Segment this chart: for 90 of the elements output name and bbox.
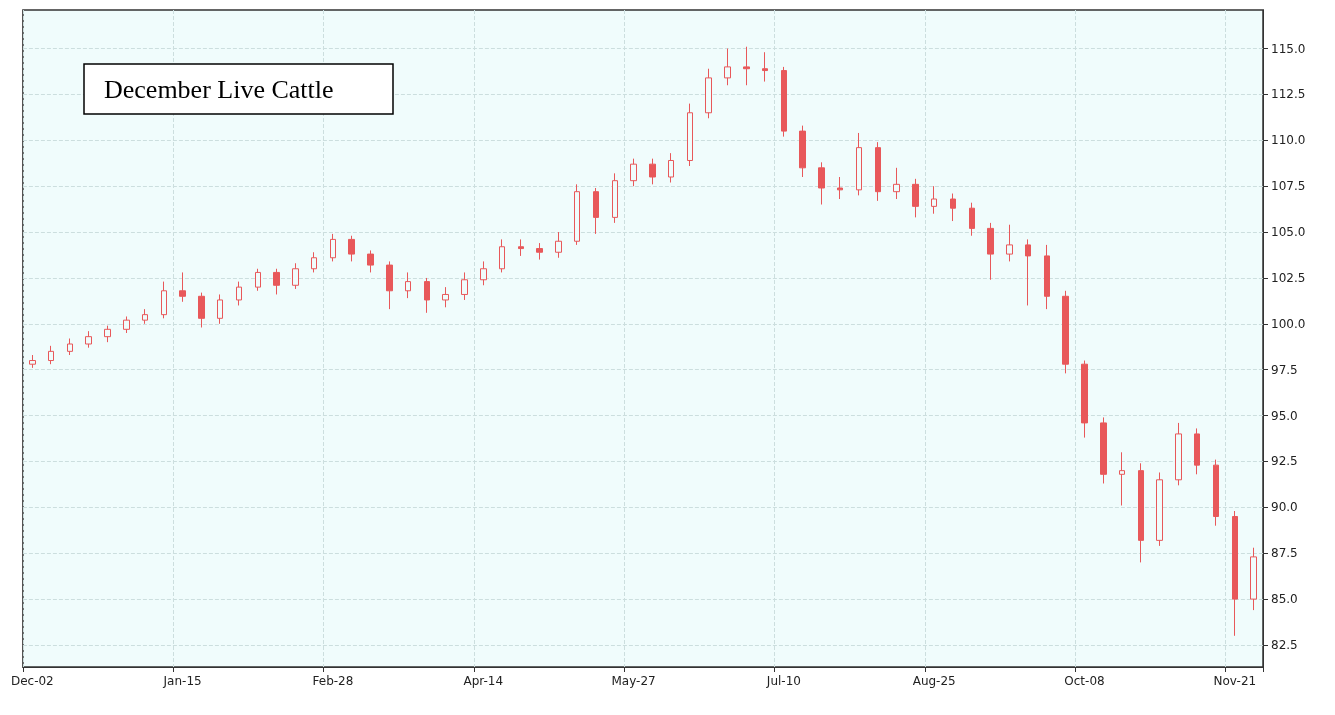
candlestick bbox=[348, 235, 355, 262]
y-tick-label: 105.0 bbox=[1271, 225, 1306, 240]
candlestick bbox=[630, 158, 637, 187]
candlestick bbox=[386, 260, 393, 310]
y-tick-label: 115.0 bbox=[1271, 41, 1306, 56]
y-tick-label: 100.0 bbox=[1271, 316, 1306, 331]
candlestick bbox=[161, 281, 167, 319]
y-tick-label: 110.0 bbox=[1271, 133, 1306, 148]
candlestick bbox=[1138, 462, 1144, 563]
x-tick-label: Feb-28 bbox=[312, 674, 354, 688]
y-tick-label: 87.5 bbox=[1271, 546, 1298, 561]
candlestick bbox=[818, 161, 825, 206]
candlestick bbox=[1156, 471, 1163, 547]
candlestick bbox=[405, 271, 411, 299]
candlestick bbox=[104, 325, 111, 343]
candlestick bbox=[593, 187, 599, 235]
candlestick bbox=[987, 222, 994, 281]
candlestick bbox=[1175, 422, 1182, 486]
x-tick-label: Aug-25 bbox=[912, 674, 956, 688]
candlestick bbox=[649, 158, 656, 185]
y-tick-label: 102.5 bbox=[1271, 270, 1306, 285]
x-tick-label: Dec-02 bbox=[10, 674, 54, 688]
candlestick bbox=[536, 242, 543, 261]
candlestick bbox=[969, 202, 975, 237]
candlestick bbox=[574, 183, 580, 246]
candlestick bbox=[1062, 290, 1069, 374]
candlestick bbox=[1044, 244, 1050, 310]
candlestick bbox=[67, 338, 73, 356]
y-tick-label: 112.5 bbox=[1271, 87, 1306, 102]
candlestick bbox=[499, 238, 505, 273]
x-tick-label: Jan-15 bbox=[162, 674, 202, 688]
candlestick bbox=[311, 251, 317, 273]
y-tick-label: 97.5 bbox=[1271, 362, 1298, 377]
candlestick bbox=[687, 103, 693, 167]
candlestick bbox=[29, 354, 36, 369]
candlestick bbox=[461, 271, 468, 301]
candlestick bbox=[743, 46, 750, 86]
candlestick bbox=[893, 167, 900, 200]
x-tick-label: Jul-10 bbox=[765, 674, 801, 688]
candlestick bbox=[518, 238, 524, 257]
candlestick bbox=[292, 262, 299, 290]
candlestick bbox=[1100, 416, 1107, 484]
candlestick bbox=[1213, 459, 1219, 527]
y-tick-label: 90.0 bbox=[1271, 500, 1298, 515]
candlestick bbox=[367, 249, 374, 273]
candlestick bbox=[179, 271, 186, 303]
candlestick bbox=[1194, 427, 1200, 475]
y-tick-label: 82.5 bbox=[1271, 637, 1298, 652]
candlestick bbox=[1006, 224, 1013, 262]
y-tick-label: 107.5 bbox=[1271, 179, 1306, 194]
candlestick bbox=[856, 132, 862, 196]
candlestick bbox=[912, 178, 919, 218]
candlestick bbox=[781, 66, 787, 138]
candlestick bbox=[705, 68, 712, 119]
candlestick bbox=[555, 231, 562, 259]
candlestick bbox=[198, 292, 205, 328]
x-tick-label: Apr-14 bbox=[463, 674, 504, 688]
candlestick bbox=[1250, 547, 1257, 611]
candlestick bbox=[480, 260, 487, 286]
candlestick bbox=[668, 152, 674, 184]
text: December Live Cattle bbox=[104, 74, 334, 104]
y-tick-label: 92.5 bbox=[1271, 454, 1298, 469]
candlestick bbox=[724, 48, 731, 86]
x-tick-label: Oct-08 bbox=[1064, 674, 1105, 688]
candlestick bbox=[1119, 451, 1125, 506]
candlestick bbox=[950, 193, 956, 222]
candlestick bbox=[799, 125, 806, 178]
candlestick bbox=[875, 141, 881, 202]
candlestick bbox=[48, 345, 54, 365]
candlestick bbox=[931, 185, 937, 215]
x-tick-label: May-27 bbox=[611, 674, 656, 688]
candlestick bbox=[123, 315, 130, 334]
candlestick bbox=[273, 268, 280, 295]
candlestick bbox=[330, 233, 336, 262]
candlestick bbox=[837, 176, 843, 200]
candlestick bbox=[424, 277, 430, 314]
candlestick bbox=[612, 172, 618, 224]
candlestick bbox=[85, 330, 92, 349]
candlestick bbox=[236, 281, 242, 306]
candlestick bbox=[255, 268, 261, 292]
candlestick bbox=[1081, 360, 1088, 439]
candlestick bbox=[442, 286, 449, 308]
candlestick bbox=[1232, 510, 1238, 637]
x-tick-label: Nov-21 bbox=[1213, 674, 1257, 688]
y-tick-label: 85.0 bbox=[1271, 592, 1298, 607]
candlestick bbox=[762, 51, 768, 83]
candlestick bbox=[1025, 238, 1031, 306]
candlestick bbox=[142, 308, 148, 325]
y-tick-label: 95.0 bbox=[1271, 408, 1298, 423]
candlestick bbox=[217, 293, 223, 325]
